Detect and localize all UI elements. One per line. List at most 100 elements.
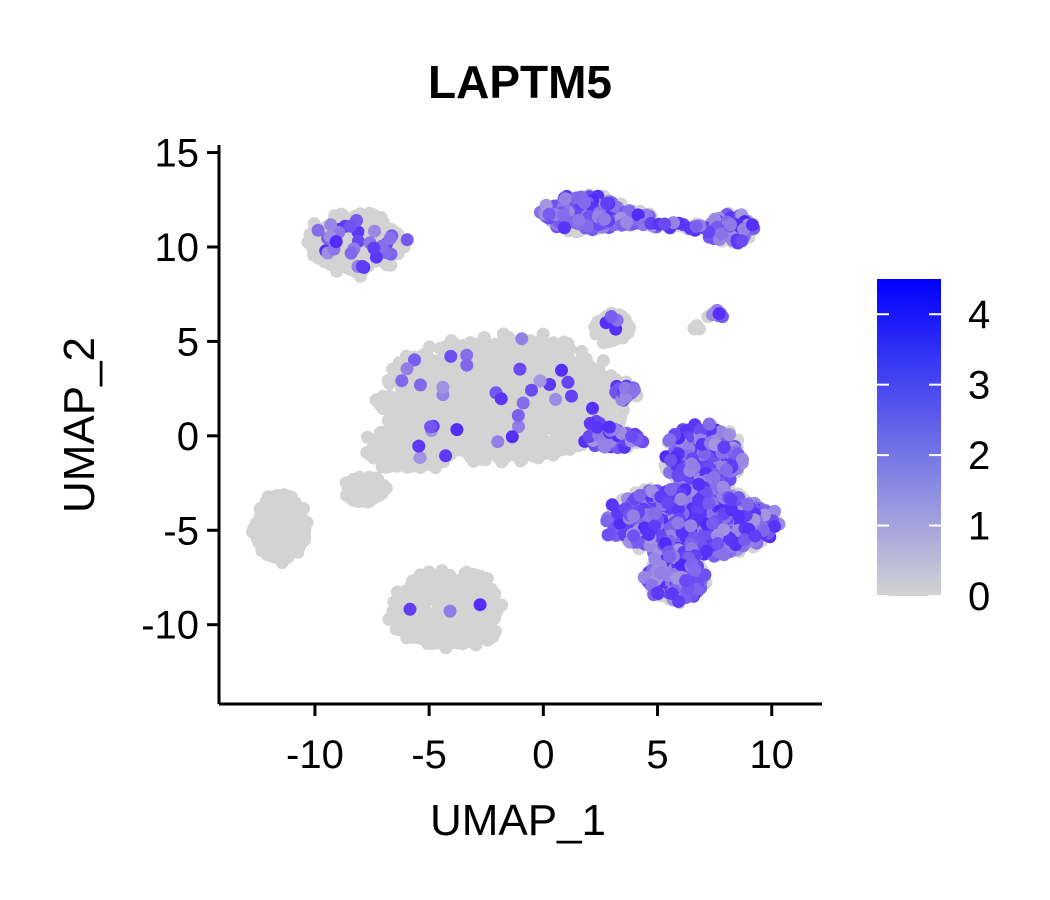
- scatter-point: [424, 420, 438, 434]
- scatter-point: [572, 213, 586, 227]
- scatter-point: [478, 350, 492, 364]
- scatter-point: [340, 260, 354, 274]
- x-tick-label: 0: [532, 733, 554, 777]
- scatter-point: [549, 426, 563, 440]
- scatter-point: [439, 449, 453, 463]
- scatter-point: [287, 497, 301, 511]
- scatter-point: [625, 429, 639, 443]
- scatter-point: [679, 574, 693, 588]
- scatter-point: [712, 307, 726, 321]
- scatter-point: [412, 591, 426, 604]
- scatter-point: [346, 491, 360, 505]
- scatter-point: [631, 208, 645, 222]
- scatter-point: [539, 438, 553, 452]
- scatter-point: [595, 376, 609, 390]
- scatter-point: [461, 447, 475, 461]
- scatter-point: [307, 248, 320, 262]
- scatter-point: [674, 558, 688, 571]
- scatter-point: [557, 335, 571, 349]
- scatter-point: [421, 637, 435, 650]
- scatter-point: [684, 519, 698, 533]
- scatter-point: [367, 451, 380, 465]
- scatter-point: [383, 232, 397, 245]
- y-tick-label: -10: [141, 604, 199, 648]
- scatter-point: [400, 233, 414, 247]
- scatter-point: [489, 624, 502, 638]
- scatter-point: [491, 435, 505, 449]
- scatter-point: [604, 310, 618, 323]
- scatter-point: [436, 380, 450, 394]
- scatter-point: [374, 391, 388, 405]
- scatter-point: [472, 610, 485, 624]
- scatter-point: [412, 439, 426, 453]
- scatter-point: [768, 520, 782, 533]
- scatter-point: [648, 552, 662, 566]
- scatter-point: [717, 440, 731, 454]
- scatter-point: [735, 234, 749, 248]
- scatter-point: [671, 516, 685, 530]
- scatter-point: [512, 420, 525, 433]
- scatter-point: [493, 422, 507, 435]
- scatter-point: [472, 341, 486, 355]
- scatter-point: [714, 227, 728, 241]
- scatter-point: [452, 592, 466, 606]
- scatter-point: [542, 207, 556, 221]
- scatter-point: [746, 218, 759, 232]
- scatter-point: [558, 221, 571, 235]
- scatter-point: [577, 353, 591, 367]
- scatter-point: [651, 586, 665, 600]
- scatter-point: [557, 208, 570, 222]
- scatter-point: [424, 383, 438, 397]
- scatter-point: [648, 506, 662, 520]
- x-axis-label: UMAP_1: [430, 796, 606, 845]
- scatter-point: [281, 547, 294, 561]
- scatter-point: [482, 583, 496, 597]
- scatter-point: [460, 348, 474, 362]
- scatter-point: [502, 347, 516, 361]
- scatter-point: [566, 414, 580, 427]
- scatter-point: [671, 502, 685, 516]
- y-axis-label: UMAP_2: [55, 337, 104, 513]
- scatter-point: [289, 534, 303, 548]
- scatter-point: [516, 396, 530, 410]
- scatter-point: [558, 192, 572, 206]
- scatter-point: [519, 344, 533, 358]
- scatter-point: [449, 405, 463, 419]
- scatter-point: [698, 568, 712, 582]
- scatter-point: [687, 321, 701, 335]
- scatter-point: [324, 218, 338, 232]
- scatter-point: [702, 496, 716, 510]
- scatter-point: [413, 451, 427, 465]
- scatter-point: [689, 219, 703, 233]
- scatter-point: [577, 196, 591, 210]
- scatter-point: [463, 587, 477, 601]
- scatter-point: [344, 246, 358, 260]
- scatter-point: [716, 480, 730, 494]
- scatter-point: [663, 433, 677, 447]
- scatter-point: [418, 347, 432, 361]
- scatter-point: [382, 402, 396, 416]
- scatter-point: [738, 533, 751, 547]
- x-tick-label: -10: [286, 733, 344, 777]
- scatter-point: [394, 448, 408, 462]
- scatter-point: [483, 607, 497, 621]
- scatter-point: [511, 409, 525, 422]
- scatter-point: [585, 375, 599, 388]
- scatter-point: [642, 528, 656, 541]
- scatter-point: [748, 529, 762, 543]
- scatter-point: [457, 569, 471, 583]
- scatter-point: [598, 440, 611, 454]
- x-tick-label: 10: [750, 733, 795, 777]
- scatter-point: [368, 224, 381, 238]
- scatter-point: [510, 372, 524, 386]
- scatter-point: [406, 574, 419, 588]
- scatter-point: [426, 458, 440, 471]
- scatter-point: [717, 548, 731, 562]
- scatter-point: [692, 477, 706, 491]
- scatter-point: [706, 517, 719, 531]
- scatter-point: [373, 426, 387, 440]
- scatter-point: [379, 481, 393, 495]
- scatter-point: [582, 430, 596, 444]
